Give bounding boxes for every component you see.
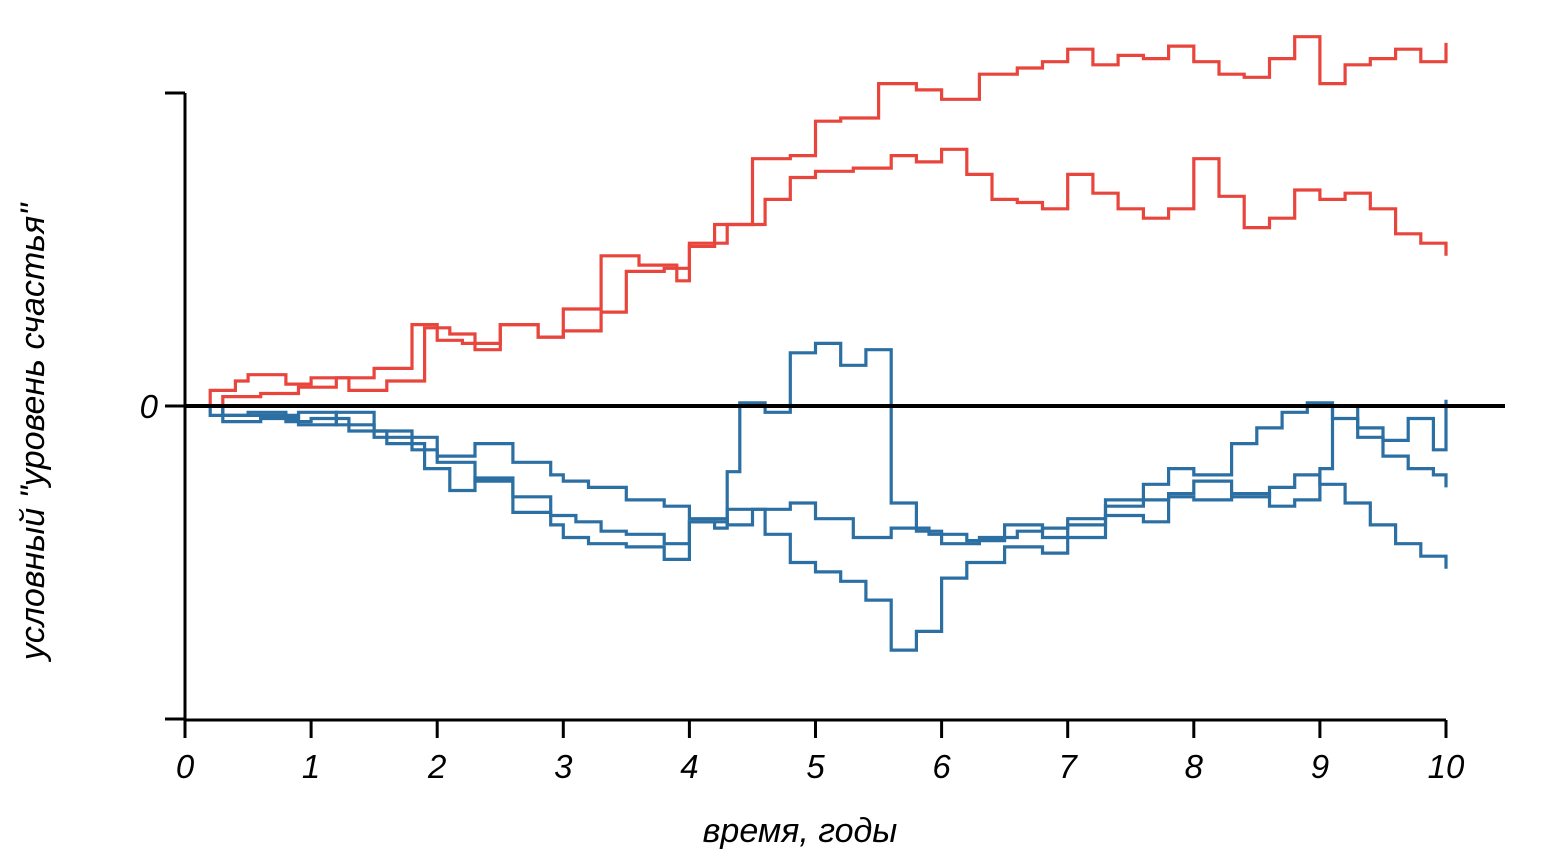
labels-group: 0 1 2 3 4 5 6 7 8 9 10 0 время, годы условный "уровен… xyxy=(14,202,1465,850)
y-axis-title: условный "уровень счастья" xyxy=(14,202,52,662)
x-tick-label-1: 1 xyxy=(302,748,320,785)
x-tick-label-9: 9 xyxy=(1311,748,1329,785)
series-line-3 xyxy=(185,341,1448,546)
x-tick-label-0: 0 xyxy=(176,748,195,785)
series-line-5 xyxy=(185,399,1448,543)
series-line-2 xyxy=(185,147,1448,408)
x-tick-label-3: 3 xyxy=(554,748,573,785)
y-tick-label-0: 0 xyxy=(140,388,159,425)
x-tick-label-4: 4 xyxy=(680,748,698,785)
series-group xyxy=(185,35,1448,652)
x-tick-label-8: 8 xyxy=(1185,748,1204,785)
x-tick-label-5: 5 xyxy=(806,748,825,785)
x-tick-label-10: 10 xyxy=(1428,748,1465,785)
series-line-1 xyxy=(185,35,1448,408)
x-axis-title: время, годы xyxy=(703,812,898,850)
series-line-4 xyxy=(185,404,1448,652)
x-tick-label-7: 7 xyxy=(1059,748,1079,785)
axes-group xyxy=(165,91,1505,738)
x-tick-label-2: 2 xyxy=(427,748,446,785)
x-tick-label-6: 6 xyxy=(932,748,951,785)
